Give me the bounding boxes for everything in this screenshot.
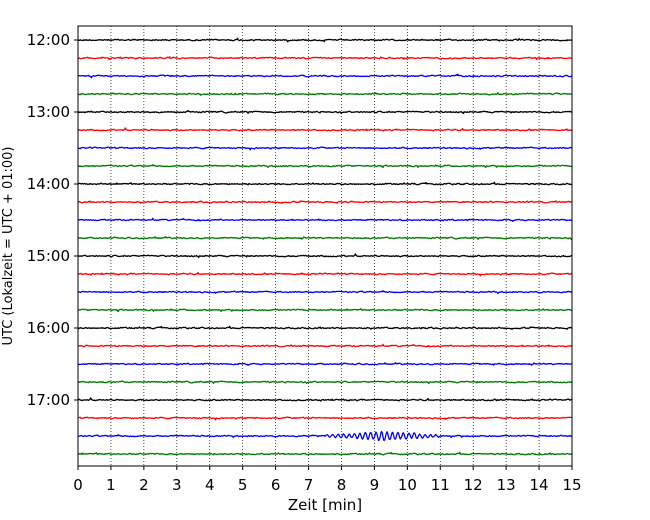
trace-12:00 — [77, 37, 573, 43]
trace-16:15 — [77, 343, 573, 348]
trace-14:30 — [77, 217, 573, 222]
vertical-gridlines — [110, 26, 540, 466]
trace-17:30 — [77, 430, 573, 442]
x-tick-label-3: 3 — [172, 476, 182, 494]
x-axis-label: Zeit [min] — [288, 496, 362, 514]
x-tick-label-12: 12 — [464, 476, 483, 494]
trace-17:45 — [77, 451, 573, 456]
y-axis-ticks: 12:00 13:00 14:00 15:00 16:00 17:00 — [27, 31, 78, 409]
x-tick-label-4: 4 — [205, 476, 215, 494]
x-tick-label-8: 8 — [337, 476, 347, 494]
trace-14:00 — [77, 181, 573, 186]
plot-frame — [77, 25, 573, 467]
x-tick-label-15: 15 — [562, 476, 581, 494]
trace-13:15 — [77, 127, 573, 132]
y-tick-label-17:00: 17:00 — [27, 391, 70, 409]
x-axis-ticks: 0 1 2 3 4 5 6 7 8 9 10 11 12 13 14 15 — [73, 466, 582, 494]
trace-17:15 — [77, 416, 573, 421]
plot-background — [78, 26, 572, 466]
trace-12:45 — [77, 92, 573, 96]
y-tick-label-14:00: 14:00 — [27, 175, 70, 193]
trace-rows — [77, 37, 573, 456]
x-tick-label-11: 11 — [431, 476, 450, 494]
x-tick-label-1: 1 — [106, 476, 116, 494]
x-tick-label-9: 9 — [370, 476, 380, 494]
trace-14:45 — [77, 236, 573, 241]
trace-15:30 — [77, 290, 573, 295]
x-tick-label-13: 13 — [497, 476, 516, 494]
trace-15:15 — [77, 271, 573, 277]
trace-13:45 — [77, 164, 573, 169]
trace-17:00 — [77, 397, 573, 402]
y-tick-label-15:00: 15:00 — [27, 247, 70, 265]
y-tick-label-12:00: 12:00 — [27, 31, 70, 49]
x-tick-label-14: 14 — [530, 476, 549, 494]
x-tick-label-2: 2 — [139, 476, 149, 494]
trace-14:15 — [77, 200, 573, 204]
trace-15:00 — [77, 253, 573, 259]
x-tick-label-0: 0 — [73, 476, 83, 494]
x-tick-label-10: 10 — [398, 476, 417, 494]
x-tick-label-5: 5 — [238, 476, 248, 494]
x-tick-label-6: 6 — [271, 476, 281, 494]
trace-13:30 — [77, 146, 573, 151]
trace-16:00 — [77, 325, 573, 330]
trace-15:45 — [77, 308, 573, 313]
trace-13:00 — [77, 109, 573, 115]
y-tick-label-13:00: 13:00 — [27, 103, 70, 121]
trace-16:30 — [77, 362, 573, 366]
trace-12:30 — [77, 73, 573, 79]
trace-16:45 — [77, 380, 573, 385]
y-tick-label-16:00: 16:00 — [27, 319, 70, 337]
trace-12:15 — [77, 56, 573, 61]
x-tick-label-7: 7 — [304, 476, 314, 494]
y-axis-label: UTC (Lokalzeit = UTC + 01:00) — [1, 147, 16, 346]
